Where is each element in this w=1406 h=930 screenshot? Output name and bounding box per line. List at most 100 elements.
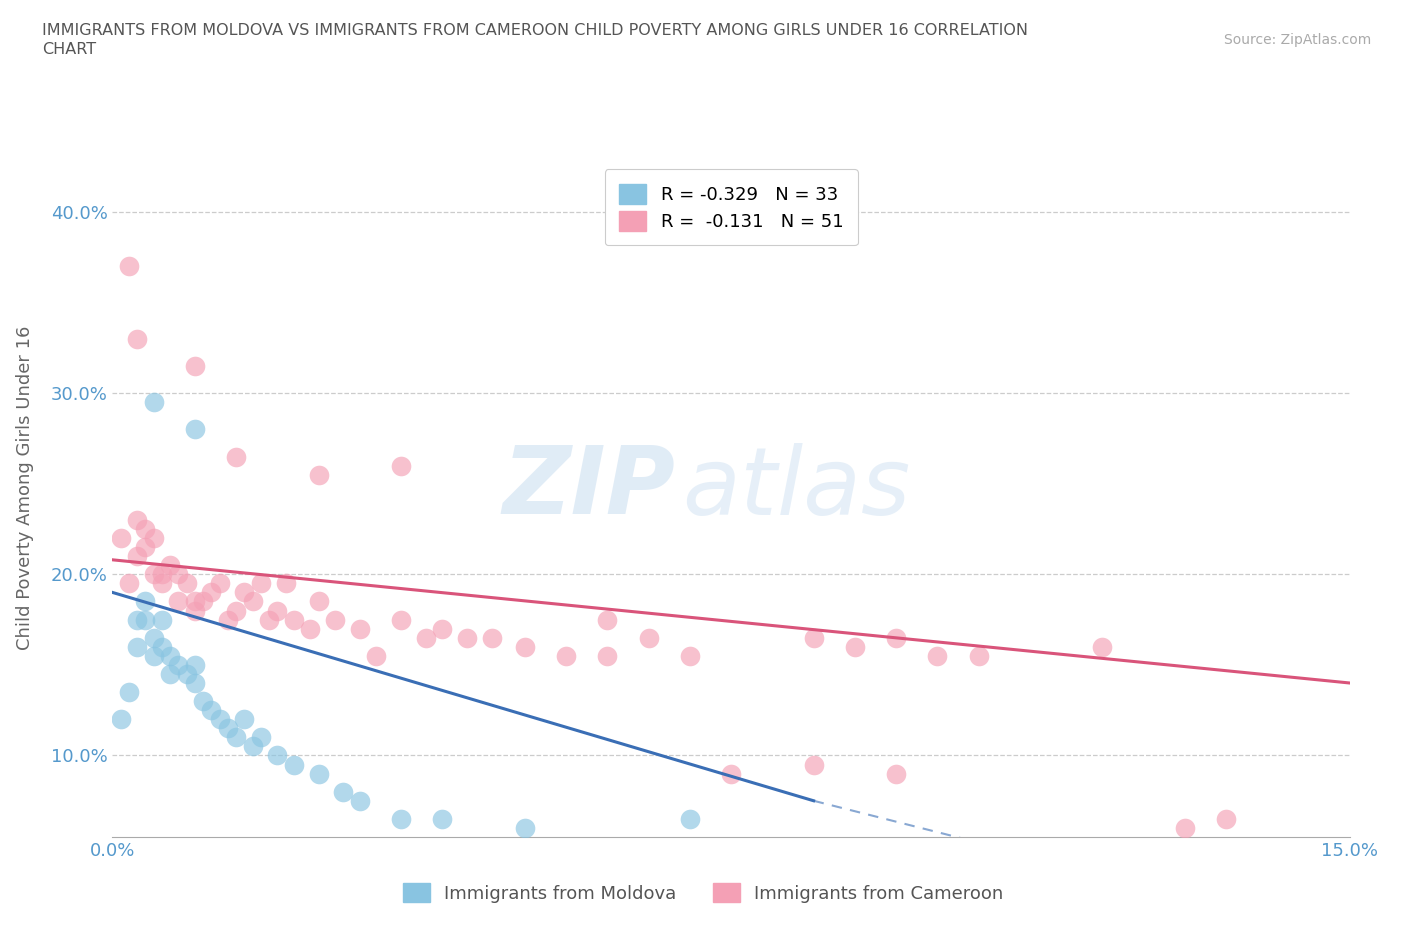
Point (184, 422, 207, 437)
Point (308, 594, 330, 609)
Point (159, 667, 181, 682)
Point (208, 576, 231, 591)
Point (134, 612, 156, 627)
Point (250, 576, 273, 591)
Point (159, 648, 181, 663)
Point (1174, 820, 1197, 835)
Point (513, 639, 536, 654)
Point (110, 531, 132, 546)
Point (118, 576, 141, 591)
Point (266, 603, 288, 618)
Point (208, 711, 231, 726)
Point (225, 449, 247, 464)
Point (967, 648, 990, 663)
Point (308, 766, 330, 781)
Point (456, 631, 478, 645)
Point (184, 359, 207, 374)
Point (167, 567, 190, 582)
Point (127, 612, 149, 627)
Point (1215, 812, 1237, 827)
Point (127, 512, 149, 527)
Point (150, 567, 173, 582)
Point (200, 585, 222, 600)
Point (142, 648, 165, 663)
Point (679, 812, 702, 827)
Point (415, 631, 437, 645)
Point (266, 748, 288, 763)
Point (134, 539, 156, 554)
Y-axis label: Child Poverty Among Girls Under 16: Child Poverty Among Girls Under 16 (15, 326, 34, 650)
Point (184, 603, 207, 618)
Point (596, 648, 619, 663)
Point (233, 585, 256, 600)
Text: CHART: CHART (42, 42, 96, 57)
Point (200, 703, 222, 718)
Point (432, 812, 454, 827)
Text: ZIP: ZIP (502, 443, 675, 534)
Point (323, 612, 346, 627)
Point (250, 730, 273, 745)
Point (803, 631, 825, 645)
Point (225, 730, 247, 745)
Point (720, 766, 742, 781)
Text: Source: ZipAtlas.com: Source: ZipAtlas.com (1223, 33, 1371, 46)
Point (349, 793, 371, 808)
Point (1091, 639, 1114, 654)
Legend: R = -0.329   N = 33, R =  -0.131   N = 51: R = -0.329 N = 33, R = -0.131 N = 51 (605, 169, 858, 246)
Legend: Immigrants from Moldova, Immigrants from Cameroon: Immigrants from Moldova, Immigrants from… (394, 874, 1012, 911)
Point (193, 694, 215, 709)
Point (184, 594, 207, 609)
Point (927, 648, 949, 663)
Point (150, 576, 173, 591)
Point (283, 757, 305, 772)
Point (134, 522, 156, 537)
Point (110, 711, 132, 726)
Point (184, 675, 207, 690)
Point (176, 576, 198, 591)
Point (389, 812, 412, 827)
Point (481, 631, 503, 645)
Point (127, 639, 149, 654)
Point (233, 711, 256, 726)
Point (366, 648, 388, 663)
Point (217, 721, 239, 736)
Point (118, 259, 141, 273)
Point (184, 658, 207, 672)
Point (844, 639, 866, 654)
Point (150, 639, 173, 654)
Point (225, 603, 247, 618)
Point (257, 612, 280, 627)
Point (283, 612, 305, 627)
Point (884, 766, 907, 781)
Point (679, 648, 702, 663)
Point (555, 648, 578, 663)
Point (332, 784, 354, 799)
Point (308, 467, 330, 482)
Text: IMMIGRANTS FROM MOLDOVA VS IMMIGRANTS FROM CAMEROON CHILD POVERTY AMONG GIRLS UN: IMMIGRANTS FROM MOLDOVA VS IMMIGRANTS FR… (42, 23, 1028, 38)
Point (432, 621, 454, 636)
Point (176, 667, 198, 682)
Point (299, 621, 322, 636)
Point (150, 612, 173, 627)
Point (274, 576, 297, 591)
Point (142, 567, 165, 582)
Point (193, 594, 215, 609)
Point (803, 757, 825, 772)
Point (389, 458, 412, 473)
Point (127, 331, 149, 346)
Point (349, 621, 371, 636)
Point (127, 549, 149, 564)
Point (167, 594, 190, 609)
Point (142, 631, 165, 645)
Point (242, 739, 264, 754)
Point (637, 631, 659, 645)
Point (167, 658, 190, 672)
Point (142, 394, 165, 409)
Point (389, 612, 412, 627)
Point (242, 594, 264, 609)
Point (884, 631, 907, 645)
Point (217, 612, 239, 627)
Point (118, 684, 141, 699)
Point (142, 531, 165, 546)
Point (596, 612, 619, 627)
